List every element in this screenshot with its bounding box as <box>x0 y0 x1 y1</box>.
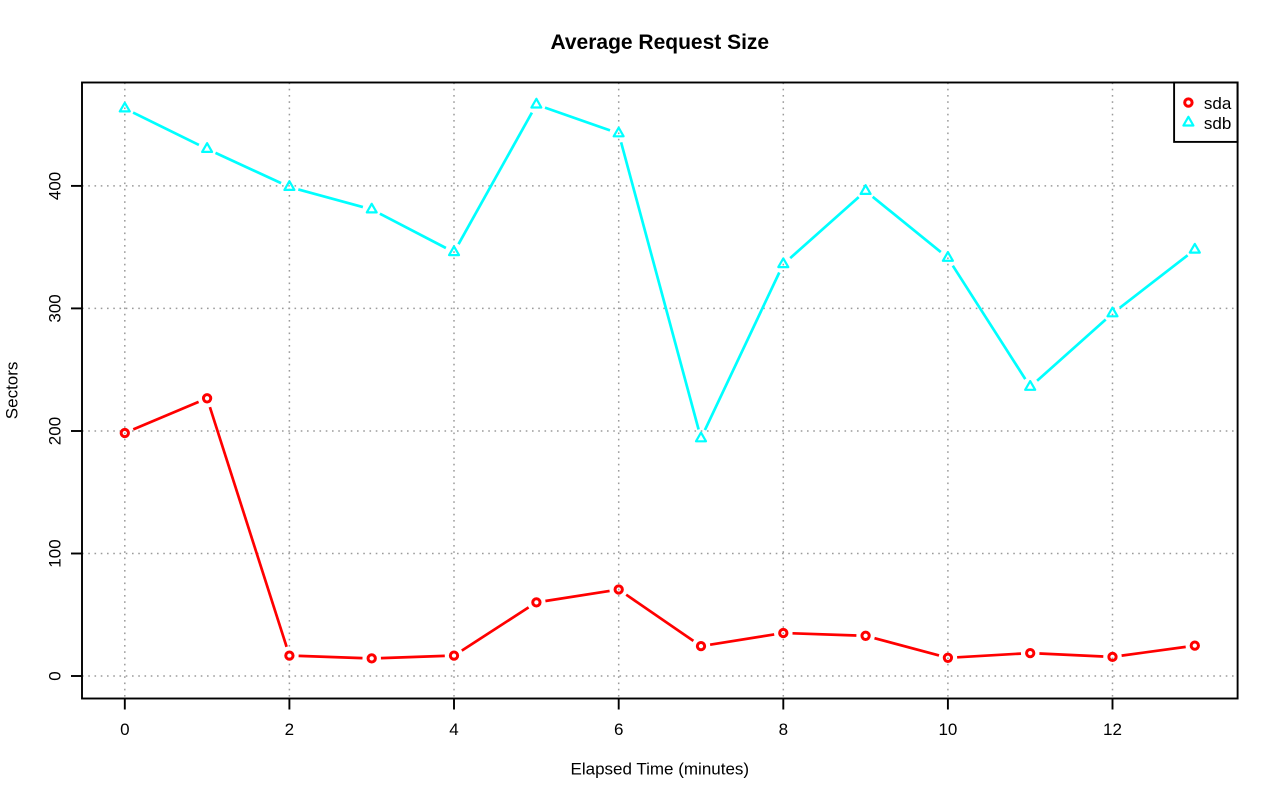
svg-text:400: 400 <box>45 172 64 200</box>
svg-text:2: 2 <box>285 720 294 739</box>
svg-text:Sectors: Sectors <box>3 362 22 420</box>
svg-text:100: 100 <box>45 539 64 567</box>
svg-text:0: 0 <box>45 671 64 680</box>
svg-text:sda: sda <box>1204 94 1232 113</box>
svg-text:0: 0 <box>120 720 129 739</box>
svg-text:300: 300 <box>45 294 64 322</box>
svg-text:12: 12 <box>1103 720 1122 739</box>
svg-text:sdb: sdb <box>1204 114 1231 133</box>
svg-text:200: 200 <box>45 417 64 445</box>
svg-text:Average Request Size: Average Request Size <box>550 31 769 54</box>
svg-text:6: 6 <box>614 720 623 739</box>
svg-text:10: 10 <box>938 720 957 739</box>
svg-text:8: 8 <box>779 720 788 739</box>
svg-text:4: 4 <box>449 720 458 739</box>
svg-text:Elapsed Time (minutes): Elapsed Time (minutes) <box>571 760 750 779</box>
